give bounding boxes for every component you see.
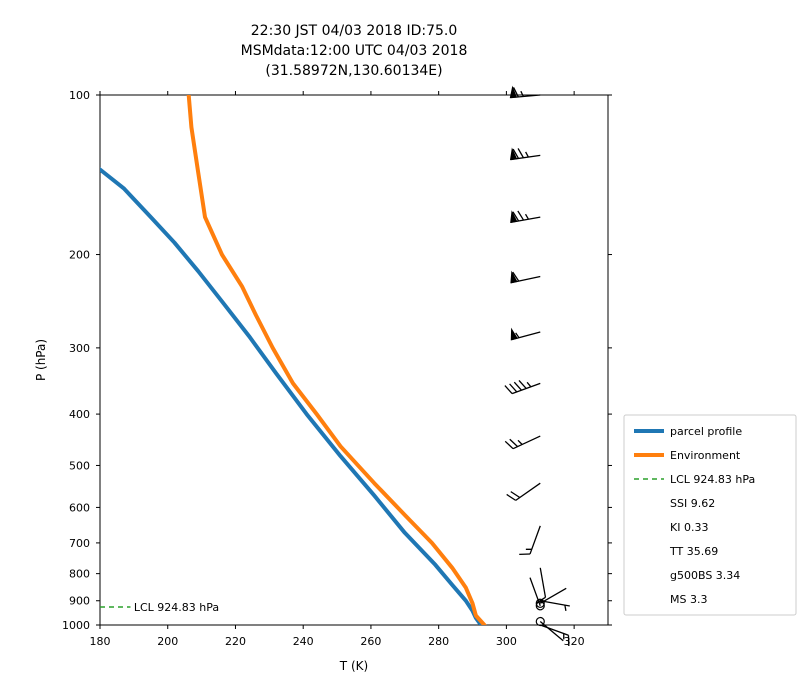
wind-barb — [510, 85, 541, 98]
plot-area — [93, 88, 484, 625]
title-line3: (31.58972N,130.60134E) — [265, 63, 442, 79]
ytick-label: 400 — [69, 408, 90, 421]
wind-barb — [535, 616, 566, 644]
legend-label: parcel profile — [670, 425, 742, 438]
xlabel: T (K) — [339, 659, 368, 673]
parcel-profile-line — [93, 164, 481, 625]
ytick-label: 600 — [69, 501, 90, 514]
ytick-label: 800 — [69, 568, 90, 581]
wind-barb — [509, 207, 540, 222]
xtick-label: 280 — [428, 635, 449, 648]
xtick-label: 240 — [293, 635, 314, 648]
xtick-label: 320 — [564, 635, 585, 648]
legend-label: SSI 9.62 — [670, 497, 715, 510]
sounding-chart: 22:30 JST 04/03 2018 ID:75.0 MSMdata:12:0… — [0, 0, 800, 700]
wind-barb — [505, 427, 540, 450]
wind-barb — [509, 267, 540, 283]
legend-label: MS 3.3 — [670, 593, 707, 606]
wind-barb — [507, 475, 541, 503]
wind-barb — [509, 322, 541, 339]
ytick-label: 900 — [69, 595, 90, 608]
xtick-label: 220 — [225, 635, 246, 648]
wind-barb — [519, 522, 540, 557]
axes-frame — [100, 95, 608, 625]
xtick-label: 200 — [157, 635, 178, 648]
ytick-label: 100 — [69, 89, 90, 102]
ytick-label: 700 — [69, 537, 90, 550]
wind-barb — [505, 374, 540, 395]
xtick-label: 300 — [496, 635, 517, 648]
ytick-label: 300 — [69, 342, 90, 355]
wind-barb — [509, 145, 540, 159]
ylabel: P (hPa) — [34, 339, 48, 381]
title-line2: MSMdata:12:00 UTC 04/03 2018 — [241, 43, 468, 59]
legend-label: g500BS 3.34 — [670, 569, 740, 582]
legend-label: KI 0.33 — [670, 521, 708, 534]
legend: parcel profile Environment LCL 924.83 hPa S… — [624, 415, 796, 615]
title-line1: 22:30 JST 04/03 2018 ID:75.0 — [251, 23, 458, 39]
xtick-label: 180 — [90, 635, 111, 648]
ytick-label: 1000 — [62, 619, 90, 632]
ytick-label: 200 — [69, 249, 90, 262]
legend-label: TT 35.69 — [669, 545, 718, 558]
ytick-label: 500 — [69, 459, 90, 472]
xtick-label: 260 — [360, 635, 381, 648]
lcl-annotation: LCL 924.83 hPa — [134, 601, 219, 614]
legend-label: Environment — [670, 449, 741, 462]
environment-line — [188, 88, 484, 625]
legend-label: LCL 924.83 hPa — [670, 473, 755, 486]
